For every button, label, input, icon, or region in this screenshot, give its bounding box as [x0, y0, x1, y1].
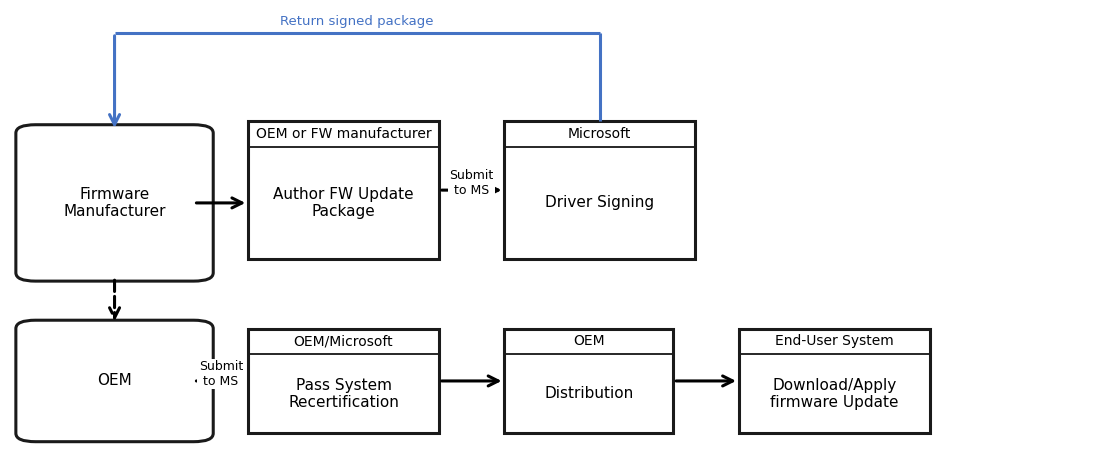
Text: Submit
to MS: Submit to MS — [198, 360, 243, 388]
Text: Driver Signing: Driver Signing — [545, 195, 654, 211]
Text: OEM: OEM — [98, 374, 132, 389]
FancyBboxPatch shape — [15, 125, 214, 281]
Bar — [504, 329, 673, 433]
Bar — [739, 329, 929, 433]
Text: Pass System
Recertification: Pass System Recertification — [288, 378, 399, 410]
Text: Firmware
Manufacturer: Firmware Manufacturer — [64, 187, 165, 219]
Text: Download/Apply
firmware Update: Download/Apply firmware Update — [770, 378, 899, 410]
Text: OEM/Microsoft: OEM/Microsoft — [294, 334, 393, 348]
Text: Distribution: Distribution — [545, 386, 633, 401]
Text: Return signed package: Return signed package — [281, 16, 434, 28]
Text: OEM: OEM — [573, 334, 605, 348]
FancyBboxPatch shape — [15, 320, 214, 442]
Text: End-User System: End-User System — [775, 334, 893, 348]
Text: Microsoft: Microsoft — [568, 127, 631, 141]
Text: Author FW Update
Package: Author FW Update Package — [273, 187, 414, 219]
Bar — [248, 329, 439, 433]
Bar — [248, 122, 439, 259]
Bar — [504, 122, 695, 259]
Text: OEM or FW manufacturer: OEM or FW manufacturer — [255, 127, 432, 141]
Text: Submit
to MS: Submit to MS — [449, 169, 494, 197]
